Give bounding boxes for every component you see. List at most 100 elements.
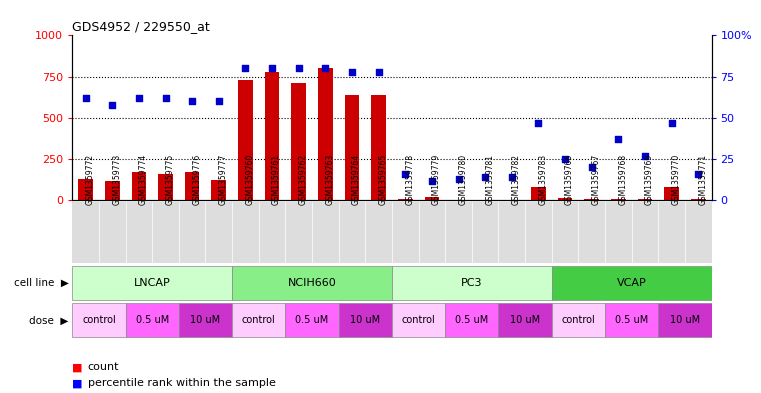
Bar [552,266,712,300]
Bar [238,80,253,200]
Text: dose  ▶: dose ▶ [29,315,68,325]
Bar [232,303,285,337]
Text: GSM1359781: GSM1359781 [486,154,494,206]
Point [453,176,465,182]
Text: control: control [242,315,275,325]
Text: GSM1359775: GSM1359775 [166,154,174,206]
Text: GSM1359765: GSM1359765 [379,154,387,206]
Text: 10 uM: 10 uM [510,315,540,325]
Text: 0.5 uM: 0.5 uM [295,315,329,325]
Text: GDS4952 / 229550_at: GDS4952 / 229550_at [72,20,210,33]
Text: count: count [88,362,119,373]
Bar [265,72,279,200]
Bar [611,199,626,200]
Point [479,174,492,180]
Bar [126,303,179,337]
Bar [212,180,226,200]
Text: GSM1359780: GSM1359780 [459,154,467,206]
Bar [605,303,658,337]
Text: GSM1359760: GSM1359760 [246,154,254,206]
Text: VCAP: VCAP [616,278,647,288]
Bar [392,266,552,300]
Point [400,171,412,177]
Bar [558,198,572,200]
Bar [318,68,333,200]
Point [612,136,624,143]
Text: PC3: PC3 [461,278,482,288]
Point [693,171,705,177]
Bar [78,179,93,200]
Bar [531,187,546,200]
Text: GSM1359782: GSM1359782 [512,154,521,206]
Bar [285,303,339,337]
Text: 0.5 uM: 0.5 uM [455,315,489,325]
Bar [392,303,445,337]
Point [320,65,332,72]
Text: 10 uM: 10 uM [350,315,380,325]
Point [186,98,199,105]
Text: GSM1359764: GSM1359764 [352,154,361,206]
Text: GSM1359768: GSM1359768 [618,154,627,206]
Bar [179,303,232,337]
Bar [232,266,392,300]
Text: GSM1359769: GSM1359769 [645,154,654,206]
Point [533,120,545,126]
Bar [371,95,386,200]
Point [559,156,571,162]
Bar [185,171,199,200]
Bar [105,181,119,200]
Text: 10 uM: 10 uM [670,315,700,325]
Text: cell line  ▶: cell line ▶ [14,278,68,288]
Point [506,174,518,180]
Point [426,178,438,184]
Bar [638,199,652,200]
Text: control: control [562,315,595,325]
Bar [664,187,679,200]
Bar [425,197,439,200]
Bar [552,303,605,337]
Text: control: control [82,315,116,325]
Bar [691,199,705,200]
Point [107,101,119,108]
Text: LNCAP: LNCAP [134,278,170,288]
Point [639,153,651,159]
Point [133,95,145,101]
Bar [498,303,552,337]
Text: GSM1359766: GSM1359766 [565,154,574,206]
Text: GSM1359771: GSM1359771 [699,154,707,206]
Text: percentile rank within the sample: percentile rank within the sample [88,378,275,388]
Text: GSM1359777: GSM1359777 [219,154,228,206]
Text: GSM1359763: GSM1359763 [326,154,334,206]
Bar [158,174,173,200]
Text: GSM1359783: GSM1359783 [539,154,547,206]
Point [346,68,358,75]
Text: 0.5 uM: 0.5 uM [135,315,169,325]
Bar [398,199,412,200]
Text: GSM1359778: GSM1359778 [406,154,414,206]
Point [293,65,305,72]
Text: 0.5 uM: 0.5 uM [615,315,648,325]
Bar [72,266,232,300]
Text: GSM1359772: GSM1359772 [86,154,94,206]
Bar [345,95,359,200]
Point [666,120,678,126]
Bar [445,303,498,337]
Text: control: control [402,315,435,325]
Text: GSM1359774: GSM1359774 [139,154,148,206]
Bar [658,303,712,337]
Point [80,95,92,101]
Bar [72,303,126,337]
Text: 10 uM: 10 uM [190,315,221,325]
Bar [584,199,599,200]
Text: ■: ■ [72,378,83,388]
Bar [132,173,146,200]
Text: NCIH660: NCIH660 [288,278,336,288]
Text: GSM1359773: GSM1359773 [113,154,121,206]
Bar [291,83,306,200]
Point [213,98,225,105]
Point [160,95,172,101]
Point [266,65,279,72]
Text: GSM1359767: GSM1359767 [592,154,600,206]
Point [373,68,385,75]
Text: GSM1359761: GSM1359761 [272,154,281,206]
